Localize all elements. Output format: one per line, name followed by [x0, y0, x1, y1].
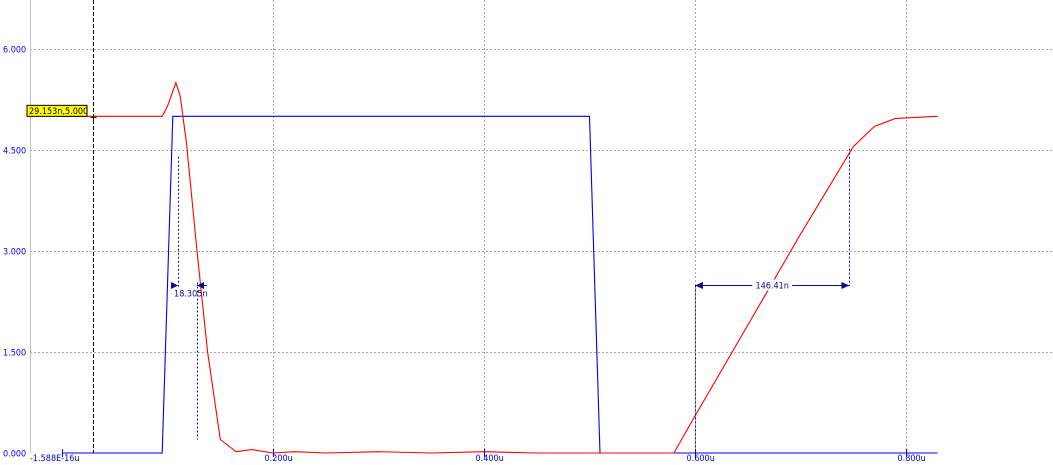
x-tick-label: -1.588E-16u [30, 454, 80, 464]
measure-label: 146.41n [755, 282, 788, 292]
measure-label: 18.305n [174, 290, 207, 300]
cursor-marker [90, 114, 97, 121]
measurements: 18.305n 146.41n [171, 148, 850, 453]
y-tick-label: 0.000 [3, 450, 26, 460]
y-tick-label: 6.000 [3, 46, 26, 56]
y-tick-label: 1.500 [3, 349, 26, 359]
y-tick-label: 3.000 [3, 248, 26, 258]
cursor-tag-box [26, 104, 88, 117]
measure-arrow-right [841, 282, 850, 289]
cursor[interactable]: 29.153n,5.000 [26, 0, 97, 453]
grid-lines [30, 0, 1053, 453]
traces [62, 80, 938, 454]
x-tick-label: 0.400u [476, 454, 504, 464]
x-tick-label: 0.600u [687, 454, 715, 464]
measure-label-bg [752, 279, 793, 291]
measure-arrow-left [695, 282, 703, 289]
y-tick-label: 4.500 [3, 147, 26, 157]
measure-arrow-left [171, 282, 179, 289]
series-line-0 [62, 115, 938, 454]
x-tick-label: 0.800u [898, 454, 926, 464]
tick-labels: -1.588E-16u 0.200u 0.400u 0.600u 0.800u 0.000… [3, 46, 926, 465]
x-tick-label: 0.200u [265, 454, 293, 464]
cursor-tag-label: 29.153n,5.000 [29, 107, 88, 117]
series-line-1 [62, 80, 938, 454]
